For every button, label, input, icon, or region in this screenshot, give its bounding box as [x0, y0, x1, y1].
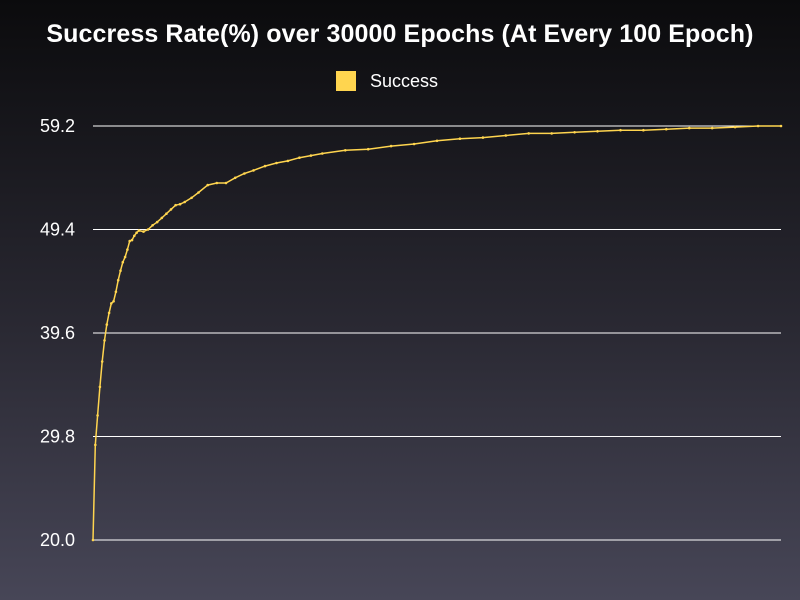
- data-point[interactable]: [146, 228, 150, 231]
- data-point[interactable]: [344, 149, 347, 152]
- chart-legend[interactable]: Success: [336, 70, 438, 92]
- data-point[interactable]: [165, 212, 168, 215]
- data-point[interactable]: [183, 200, 186, 204]
- data-point[interactable]: [110, 302, 113, 305]
- data-point[interactable]: [100, 360, 104, 363]
- y-tick-label: 49.4: [40, 220, 75, 240]
- data-point[interactable]: [128, 239, 131, 243]
- data-point[interactable]: [135, 231, 138, 234]
- data-point[interactable]: [224, 181, 228, 185]
- data-point[interactable]: [286, 159, 290, 163]
- data-point[interactable]: [107, 311, 111, 315]
- y-tick-label: 39.6: [40, 323, 75, 343]
- data-point[interactable]: [137, 229, 141, 232]
- data-point[interactable]: [252, 169, 255, 172]
- chart-series: [91, 124, 783, 542]
- data-point[interactable]: [298, 156, 301, 159]
- data-point[interactable]: [435, 139, 439, 143]
- data-point[interactable]: [481, 136, 485, 139]
- data-point[interactable]: [206, 183, 209, 187]
- data-point[interactable]: [263, 164, 267, 168]
- y-tick-label: 20.0: [40, 530, 75, 550]
- data-point[interactable]: [197, 191, 200, 194]
- data-point[interactable]: [103, 339, 106, 342]
- legend-label-success: Success: [370, 70, 439, 91]
- data-point[interactable]: [91, 538, 95, 542]
- data-point[interactable]: [94, 443, 97, 447]
- data-point[interactable]: [779, 124, 783, 128]
- data-point[interactable]: [126, 248, 129, 251]
- y-axis-ticks: 20.0 29.8 39.6 49.4 59.2: [40, 116, 75, 550]
- data-point[interactable]: [142, 230, 145, 233]
- data-point[interactable]: [366, 147, 370, 151]
- data-point[interactable]: [688, 126, 691, 130]
- data-point[interactable]: [121, 260, 125, 264]
- data-point[interactable]: [527, 132, 530, 135]
- data-point[interactable]: [596, 130, 599, 133]
- data-point[interactable]: [215, 181, 219, 185]
- y-tick-label: 59.2: [40, 116, 75, 136]
- data-point[interactable]: [151, 224, 154, 227]
- chart-title: Succress Rate(%) over 30000 Epochs (At E…: [46, 20, 754, 48]
- data-point[interactable]: [321, 152, 324, 155]
- data-point[interactable]: [119, 269, 122, 273]
- data-point[interactable]: [619, 128, 622, 132]
- data-point[interactable]: [114, 290, 118, 294]
- y-tick-label: 29.8: [40, 427, 75, 447]
- data-point[interactable]: [412, 142, 416, 146]
- data-point[interactable]: [733, 125, 737, 129]
- data-point[interactable]: [105, 323, 109, 326]
- data-point[interactable]: [504, 134, 508, 137]
- data-point[interactable]: [710, 126, 714, 130]
- data-point[interactable]: [130, 238, 134, 242]
- data-point[interactable]: [174, 203, 177, 207]
- data-point[interactable]: [155, 220, 159, 224]
- data-point[interactable]: [190, 196, 193, 200]
- data-point[interactable]: [98, 385, 102, 389]
- data-point[interactable]: [756, 124, 760, 128]
- data-point[interactable]: [133, 234, 136, 238]
- data-point[interactable]: [160, 216, 164, 220]
- data-point[interactable]: [112, 300, 115, 303]
- data-point[interactable]: [389, 144, 393, 148]
- data-point[interactable]: [275, 161, 278, 165]
- data-point[interactable]: [178, 202, 182, 206]
- legend-swatch-success: [336, 71, 356, 91]
- data-point[interactable]: [243, 172, 246, 175]
- data-point[interactable]: [309, 154, 313, 157]
- chart-grid: [93, 125, 781, 541]
- data-point[interactable]: [123, 255, 127, 259]
- data-point[interactable]: [96, 414, 99, 417]
- data-point[interactable]: [116, 278, 120, 282]
- data-point[interactable]: [642, 128, 645, 132]
- data-point[interactable]: [458, 137, 462, 140]
- data-point[interactable]: [665, 127, 668, 131]
- data-point[interactable]: [550, 132, 553, 135]
- data-point[interactable]: [169, 208, 173, 211]
- data-point[interactable]: [233, 176, 237, 180]
- data-point[interactable]: [573, 131, 576, 134]
